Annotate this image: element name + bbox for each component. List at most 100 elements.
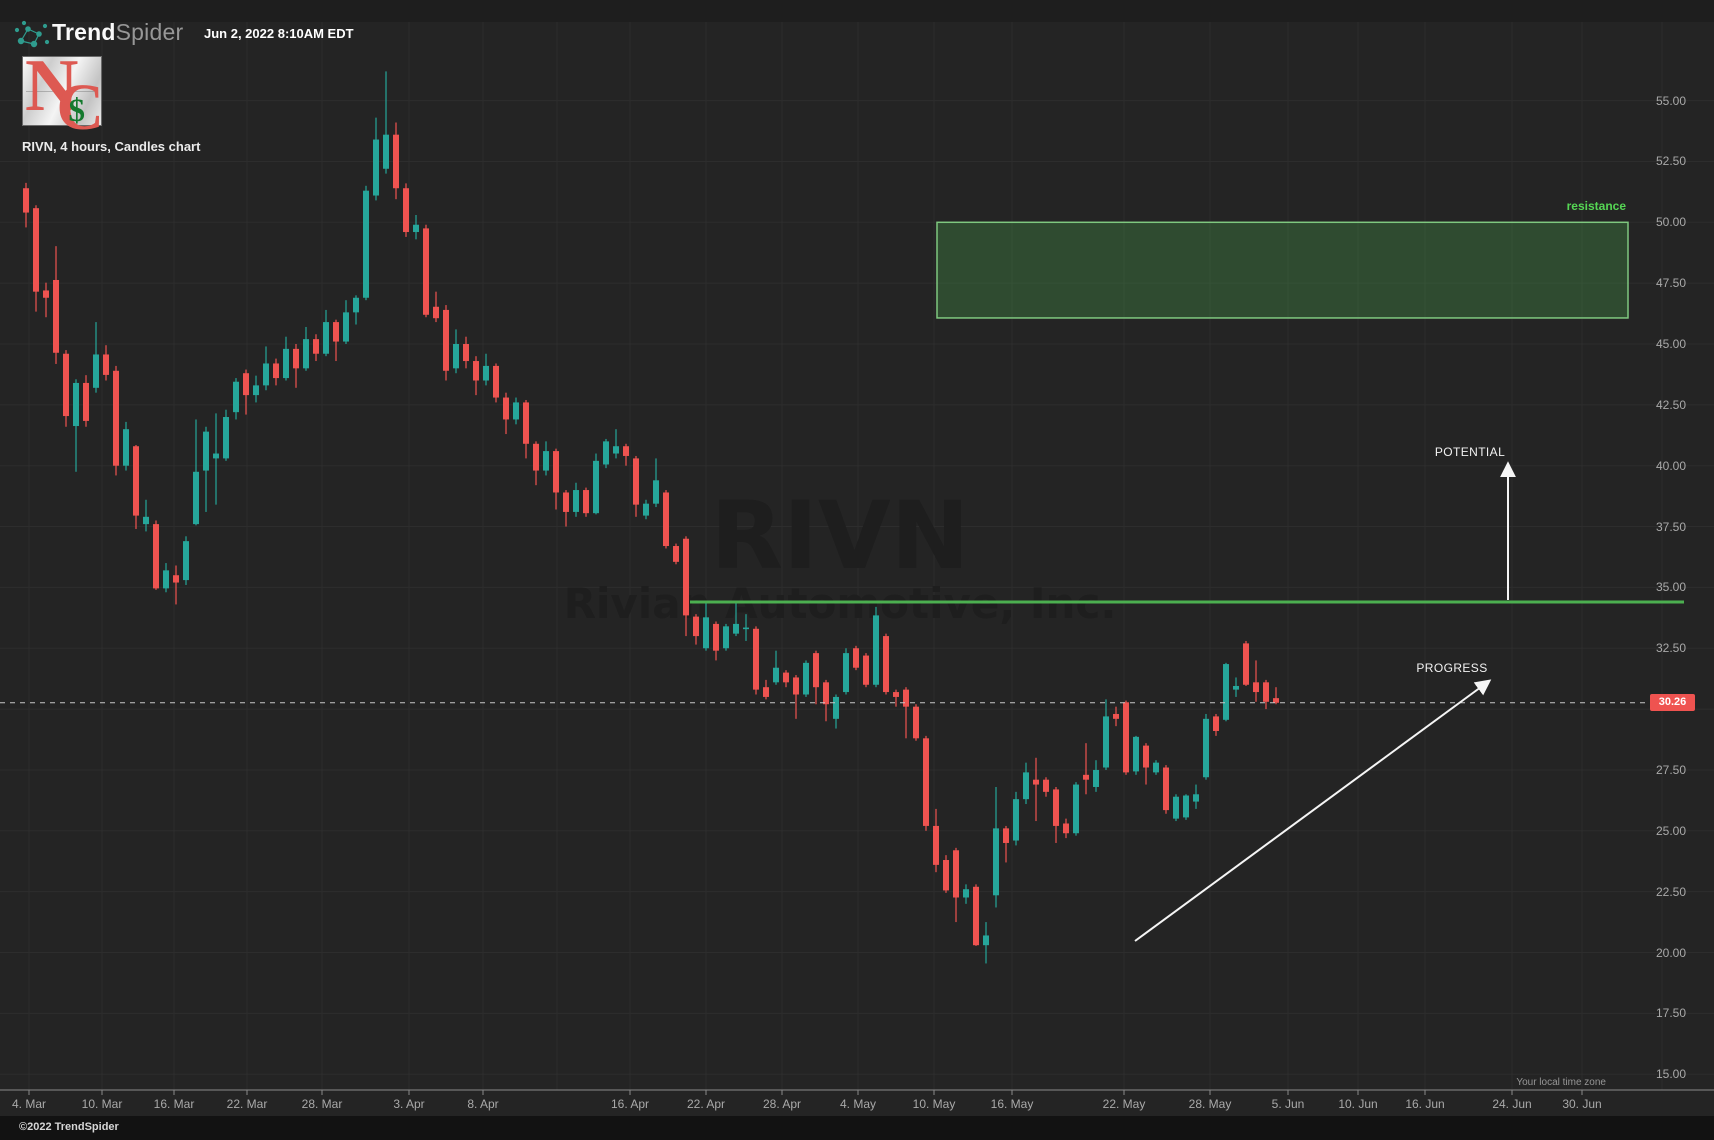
candle-body[interactable] [343,312,349,342]
candle-body[interactable] [283,348,289,379]
candle-body[interactable] [243,373,249,396]
candle-body[interactable] [423,228,429,315]
candle-body[interactable] [1123,702,1129,773]
candle-body[interactable] [73,382,79,427]
progress-arrow[interactable] [1134,679,1492,942]
candle-body[interactable] [1163,767,1169,811]
candle-body[interactable] [743,627,749,630]
candle-body[interactable] [1023,772,1029,800]
candle-body[interactable] [1113,713,1119,719]
candle-body[interactable] [603,441,609,465]
candle-body[interactable] [663,492,669,547]
candle-body[interactable] [193,471,199,525]
candle-body[interactable] [1273,698,1279,703]
candle-body[interactable] [123,429,129,466]
candle-body[interactable] [363,190,369,298]
candle-body[interactable] [303,339,309,369]
resistance-zone-label[interactable]: resistance [1566,199,1626,213]
candle-body[interactable] [233,381,239,413]
candle-body[interactable] [223,417,229,459]
candle-body[interactable] [893,692,899,697]
candle-body[interactable] [993,828,999,896]
candle-body[interactable] [323,322,329,354]
candle-body[interactable] [383,134,389,169]
candle-body[interactable] [393,134,399,189]
candle-body[interactable] [1243,643,1249,685]
candle-body[interactable] [353,297,359,313]
candle-body[interactable] [753,628,759,690]
candle-body[interactable] [313,339,319,354]
candle-body[interactable] [613,446,619,454]
potential-annotation-label[interactable]: POTENTIAL [1434,445,1506,459]
candle-body[interactable] [23,188,29,213]
candle-body[interactable] [93,354,99,388]
candle-body[interactable] [133,446,139,516]
candle-body[interactable] [953,850,959,898]
candle-body[interactable] [963,889,969,898]
candle-body[interactable] [1233,685,1239,690]
candle-body[interactable] [583,490,589,514]
timezone-note[interactable]: Your local time zone [1516,1077,1606,1088]
candle-body[interactable] [443,309,449,371]
candle-body[interactable] [213,453,219,459]
candle-body[interactable] [413,224,419,233]
candle-body[interactable] [1053,789,1059,826]
candle-body[interactable] [373,139,379,196]
candle-body[interactable] [833,696,839,719]
candle-body[interactable] [1093,769,1099,787]
candle-body[interactable] [863,655,869,685]
candle-body[interactable] [623,446,629,456]
candle-body[interactable] [673,546,679,562]
candle-body[interactable] [1063,823,1069,834]
candle-body[interactable] [543,451,549,471]
candle-body[interactable] [843,653,849,693]
candle-body[interactable] [153,524,159,589]
candle-body[interactable] [873,615,879,685]
candle-body[interactable] [713,623,719,651]
candle-body[interactable] [773,667,779,683]
candle-body[interactable] [1043,779,1049,792]
candle-body[interactable] [553,451,559,493]
candle-body[interactable] [453,344,459,369]
candle-body[interactable] [503,397,509,420]
candle-body[interactable] [643,503,649,516]
candle-body[interactable] [813,653,819,688]
candle-body[interactable] [1193,794,1199,802]
candle-body[interactable] [103,354,109,375]
candle-body[interactable] [33,208,39,292]
candle-body[interactable] [513,402,519,420]
candle-body[interactable] [1143,745,1149,768]
candle-body[interactable] [1213,716,1219,732]
candle-body[interactable] [573,490,579,512]
candle-body[interactable] [653,480,659,504]
candle-body[interactable] [1033,779,1039,785]
candle-body[interactable] [1153,762,1159,773]
candle-body[interactable] [563,492,569,512]
candle-body[interactable] [333,322,339,342]
candle-body[interactable] [1003,828,1009,843]
candle-body[interactable] [913,706,919,739]
candle-body[interactable] [733,623,739,634]
candle-body[interactable] [173,575,179,583]
brand-logo[interactable]: TrendSpider [52,18,183,46]
candle-body[interactable] [273,363,279,379]
candle-body[interactable] [1013,799,1019,841]
candle-body[interactable] [973,886,979,946]
candle-body[interactable] [183,541,189,581]
candle-body[interactable] [1173,796,1179,819]
candle-body[interactable] [683,538,689,616]
candle-body[interactable] [903,689,909,707]
candle-body[interactable] [473,361,479,381]
resistance-zone-box[interactable] [936,221,1629,319]
candle-body[interactable] [763,687,769,697]
candle-body[interactable] [203,431,209,471]
candle-body[interactable] [43,290,49,298]
candle-body[interactable] [533,443,539,471]
candle-body[interactable] [923,738,929,826]
candle-body[interactable] [263,363,269,386]
candle-body[interactable] [493,365,499,398]
candle-body[interactable] [1263,682,1269,702]
candle-body[interactable] [783,672,789,683]
candle-body[interactable] [1083,774,1089,780]
